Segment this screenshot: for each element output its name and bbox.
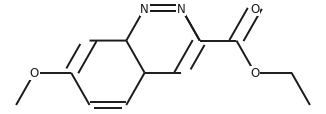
Text: O: O — [30, 67, 39, 80]
Text: N: N — [140, 3, 149, 16]
Text: O: O — [250, 3, 259, 16]
Text: N: N — [177, 3, 186, 16]
Text: O: O — [250, 67, 259, 80]
